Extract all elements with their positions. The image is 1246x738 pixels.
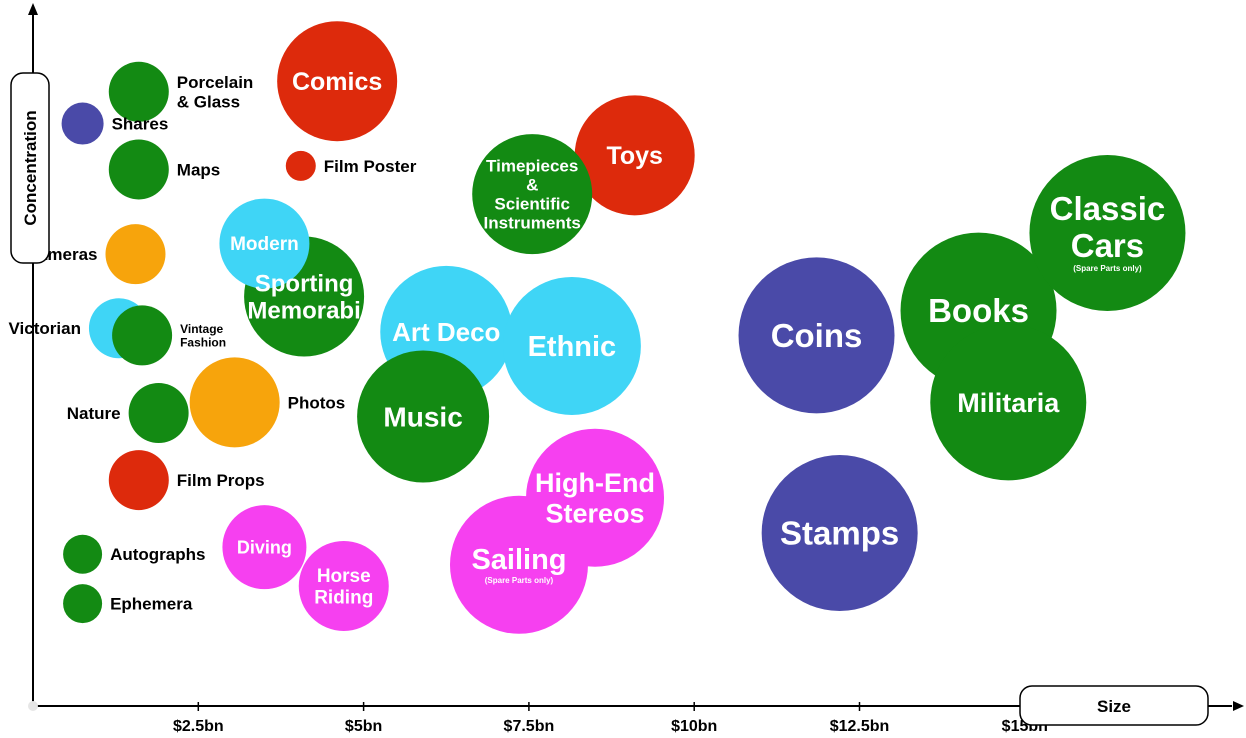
bubble-label-comics: Comics — [292, 68, 382, 96]
bubble-film-props — [108, 450, 169, 511]
bubble-label-art-deco: Art Deco — [392, 317, 500, 347]
bubble-label-horse-riding: Horse Riding — [314, 566, 373, 608]
bubble-vintage-fashion — [112, 305, 173, 366]
bubble-maps — [108, 139, 169, 200]
bubble-coins — [738, 257, 895, 414]
bubbles — [61, 21, 1186, 634]
bubble-label-nature: Nature — [67, 404, 121, 423]
bubble-label-vintage-fashion: Vintage Fashion — [180, 322, 226, 349]
bubble-nature — [128, 383, 189, 444]
axis-titles: Concentration Size — [10, 72, 1209, 726]
bubble-label-classic-cars: Classic Cars — [1050, 190, 1166, 264]
bubble-note-classic-cars: (Spare Parts only) — [1073, 264, 1142, 273]
bubble-label-shares: Shares — [112, 115, 169, 134]
bubble-label-sailing: Sailing — [471, 544, 566, 576]
x-tick-label: $10bn — [671, 718, 717, 735]
bubble-shares — [61, 102, 104, 145]
bubble-label-music: Music — [383, 401, 462, 432]
bubble-film-poster — [285, 150, 316, 181]
bubble-label-porcelain-glass: Porcelain & Glass — [177, 73, 254, 111]
bubble-porcelain-glass — [108, 61, 169, 122]
bubble-label-modern: Modern — [230, 234, 299, 255]
y-axis-arrow — [28, 3, 38, 15]
x-tick-label: $5bn — [345, 718, 382, 735]
bubble-label-autographs: Autographs — [110, 545, 205, 564]
bubble-label-stamps: Stamps — [780, 515, 899, 552]
x-axis-title-box: Size — [1019, 685, 1209, 726]
bubble-label-photos: Photos — [288, 393, 346, 412]
bubble-label-high-end-stereos: High-End Stereos — [535, 468, 655, 528]
bubble-toys — [574, 95, 695, 216]
bubble-label-coins: Coins — [771, 317, 863, 354]
bubble-modern — [219, 198, 310, 289]
bubble-label-books: Books — [928, 292, 1029, 329]
y-axis-title-box: Concentration — [10, 72, 50, 264]
x-tick-label: $7.5bn — [504, 718, 555, 735]
bubble-label-toys: Toys — [606, 142, 663, 170]
x-tick-label: $2.5bn — [173, 718, 224, 735]
bubble-music — [357, 350, 490, 483]
bubble-label-diving: Diving — [237, 537, 292, 557]
bubble-label-film-props: Film Props — [177, 471, 265, 490]
x-tick-label: $12.5bn — [830, 718, 890, 735]
bubble-autographs — [63, 534, 103, 574]
bubble-note-sailing: (Spare Parts only) — [485, 576, 554, 585]
bubble-militaria — [930, 324, 1087, 481]
bubble-timepieces-scientific-instruments — [472, 134, 593, 255]
bubble-sailing — [449, 495, 588, 634]
bubble-comics — [277, 21, 398, 142]
bubble-label-timepieces-scientific-instruments: Timepieces & Scientific Instruments — [484, 157, 581, 233]
y-axis-title: Concentration — [21, 110, 40, 225]
bubble-label-victorian: Victorian — [9, 319, 81, 338]
bubble-photos — [189, 357, 280, 448]
x-axis-arrow — [1233, 701, 1244, 711]
bubble-label-maps: Maps — [177, 160, 220, 179]
bubble-label-ethnic: Ethnic — [528, 331, 617, 363]
x-ticks: $2.5bn $5bn $7.5bn $10bn $12.5bn $15bn — [173, 702, 1048, 735]
bubble-diving — [222, 505, 307, 590]
bubble-classic-cars — [1029, 154, 1186, 311]
bubble-stamps — [761, 455, 918, 612]
bubble-ethnic — [502, 276, 641, 415]
bubble-cameras — [105, 224, 166, 285]
bubble-label-sporting-memorabi: Sporting Memorabi — [247, 270, 360, 324]
bubble-horse-riding — [298, 540, 389, 631]
bubble-label-film-poster: Film Poster — [324, 157, 417, 176]
origin-marker — [28, 701, 38, 711]
bubble-label-militaria: Militaria — [957, 388, 1060, 418]
bubble-label-ephemera: Ephemera — [110, 595, 193, 614]
x-axis-title: Size — [1097, 697, 1131, 716]
bubble-ephemera — [63, 584, 103, 624]
